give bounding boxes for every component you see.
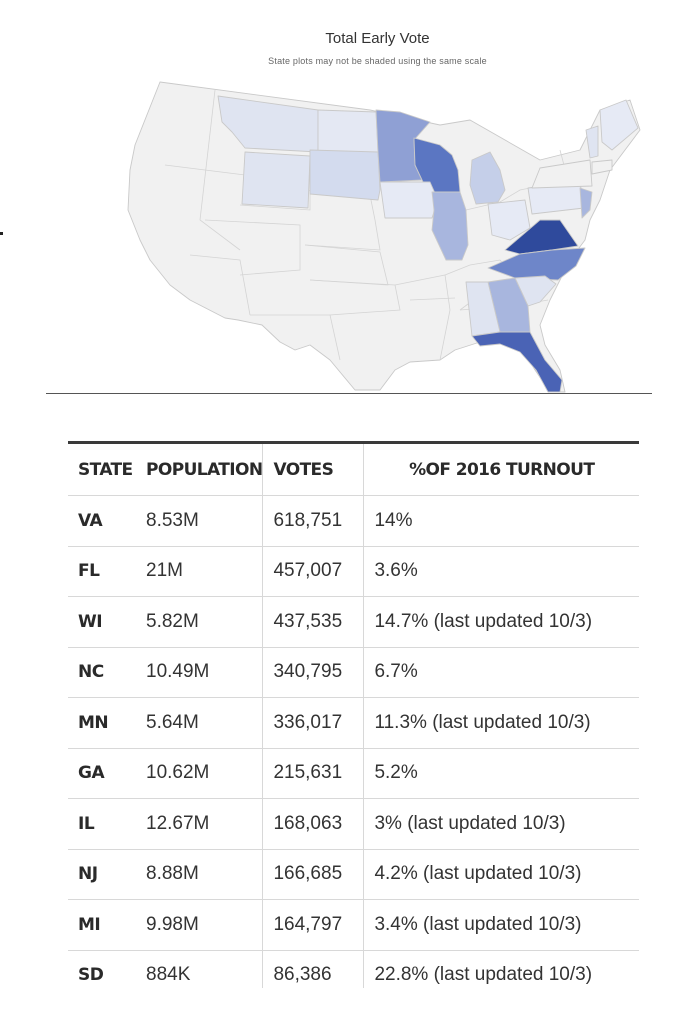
cell-turnout: 11.3% (last updated 10/3) xyxy=(363,697,639,749)
cell-votes: 164,797 xyxy=(262,899,364,951)
cell-state: FL xyxy=(68,546,136,597)
cell-state: SD xyxy=(68,950,136,988)
table-header-row: STATE POPULATION VOTES %OF 2016 TURNOUT xyxy=(68,444,639,496)
cell-state: NC xyxy=(68,647,136,698)
table-row: IL 12.67M 168,063 3% (last updated 10/3) xyxy=(68,798,639,850)
cell-population: 12.67M xyxy=(136,798,263,850)
table-row: MN 5.64M 336,017 11.3% (last updated 10/3) xyxy=(68,697,639,749)
table-row: MI 9.98M 164,797 3.4% (last updated 10/3) xyxy=(68,899,639,951)
state-ny xyxy=(531,159,593,189)
map-subtitle: State plots may not be shaded using the … xyxy=(268,56,487,66)
cell-turnout: 3% (last updated 10/3) xyxy=(363,798,639,850)
cell-population: 5.64M xyxy=(136,697,263,749)
state-wy xyxy=(241,151,311,209)
cell-state: WI xyxy=(68,596,136,648)
cell-turnout: 5.2% xyxy=(363,748,639,799)
cell-population: 10.62M xyxy=(136,748,263,799)
state-oh xyxy=(487,199,531,241)
state-me xyxy=(599,99,639,151)
header-votes: VOTES xyxy=(262,444,364,496)
cell-turnout: 3.4% (last updated 10/3) xyxy=(363,899,639,951)
cell-state: VA xyxy=(68,495,136,547)
data-table: STATE POPULATION VOTES %OF 2016 TURNOUT … xyxy=(68,444,639,988)
state-ia xyxy=(379,181,439,219)
state-ma xyxy=(591,159,613,175)
early-vote-table: STATE POPULATION VOTES %OF 2016 TURNOUT … xyxy=(68,441,639,988)
cell-votes: 340,795 xyxy=(262,647,364,698)
cell-votes: 457,007 xyxy=(262,546,364,597)
state-fl xyxy=(471,331,563,393)
cell-votes: 168,063 xyxy=(262,798,364,850)
cell-votes: 437,535 xyxy=(262,596,364,648)
cell-state: MN xyxy=(68,697,136,749)
cell-state: GA xyxy=(68,748,136,799)
header-state: STATE xyxy=(68,444,136,496)
state-il xyxy=(431,191,469,261)
cell-votes: 215,631 xyxy=(262,748,364,799)
header-population: POPULATION xyxy=(136,444,263,496)
cell-turnout: 14% xyxy=(363,495,639,547)
table-row: NJ 8.88M 166,685 4.2% (last updated 10/3) xyxy=(68,849,639,900)
table-row: NC 10.49M 340,795 6.7% xyxy=(68,647,639,698)
us-choropleth-map xyxy=(0,70,690,400)
cell-turnout: 6.7% xyxy=(363,647,639,698)
cell-votes: 618,751 xyxy=(262,495,364,547)
state-nj xyxy=(579,187,593,219)
table-body: VA 8.53M 618,751 14% FL 21M 457,007 3.6% WI 5.82M… xyxy=(68,495,639,988)
cell-state: IL xyxy=(68,798,136,850)
cell-votes: 166,685 xyxy=(262,849,364,900)
cell-population: 5.82M xyxy=(136,596,263,648)
cell-votes: 336,017 xyxy=(262,697,364,749)
map-title: Total Early Vote xyxy=(325,30,430,47)
cell-turnout: 22.8% (last updated 10/3) xyxy=(363,950,639,988)
cell-turnout: 14.7% (last updated 10/3) xyxy=(363,596,639,648)
table-row: GA 10.62M 215,631 5.2% xyxy=(68,748,639,799)
cell-votes: 86,386 xyxy=(262,950,364,988)
header-turnout: %OF 2016 TURNOUT xyxy=(363,444,639,496)
cell-population: 10.49M xyxy=(136,647,263,698)
cell-state: NJ xyxy=(68,849,136,900)
cell-population: 9.98M xyxy=(136,899,263,951)
cell-population: 21M xyxy=(136,546,263,597)
state-nd xyxy=(317,109,379,153)
table-row: VA 8.53M 618,751 14% xyxy=(68,495,639,547)
cell-population: 884K xyxy=(136,950,263,988)
table-row: SD 884K 86,386 22.8% (last updated 10/3) xyxy=(68,950,639,988)
state-sd xyxy=(309,149,381,201)
bullet-mark xyxy=(0,232,3,235)
us-map-svg xyxy=(127,81,641,393)
map-divider xyxy=(46,393,652,394)
cell-state: MI xyxy=(68,899,136,951)
cell-turnout: 4.2% (last updated 10/3) xyxy=(363,849,639,900)
cell-population: 8.88M xyxy=(136,849,263,900)
state-mi xyxy=(469,151,506,205)
table-row: FL 21M 457,007 3.6% xyxy=(68,546,639,597)
cell-turnout: 3.6% xyxy=(363,546,639,597)
state-vt xyxy=(585,125,599,159)
table-row: WI 5.82M 437,535 14.7% (last updated 10/3) xyxy=(68,596,639,648)
cell-population: 8.53M xyxy=(136,495,263,547)
